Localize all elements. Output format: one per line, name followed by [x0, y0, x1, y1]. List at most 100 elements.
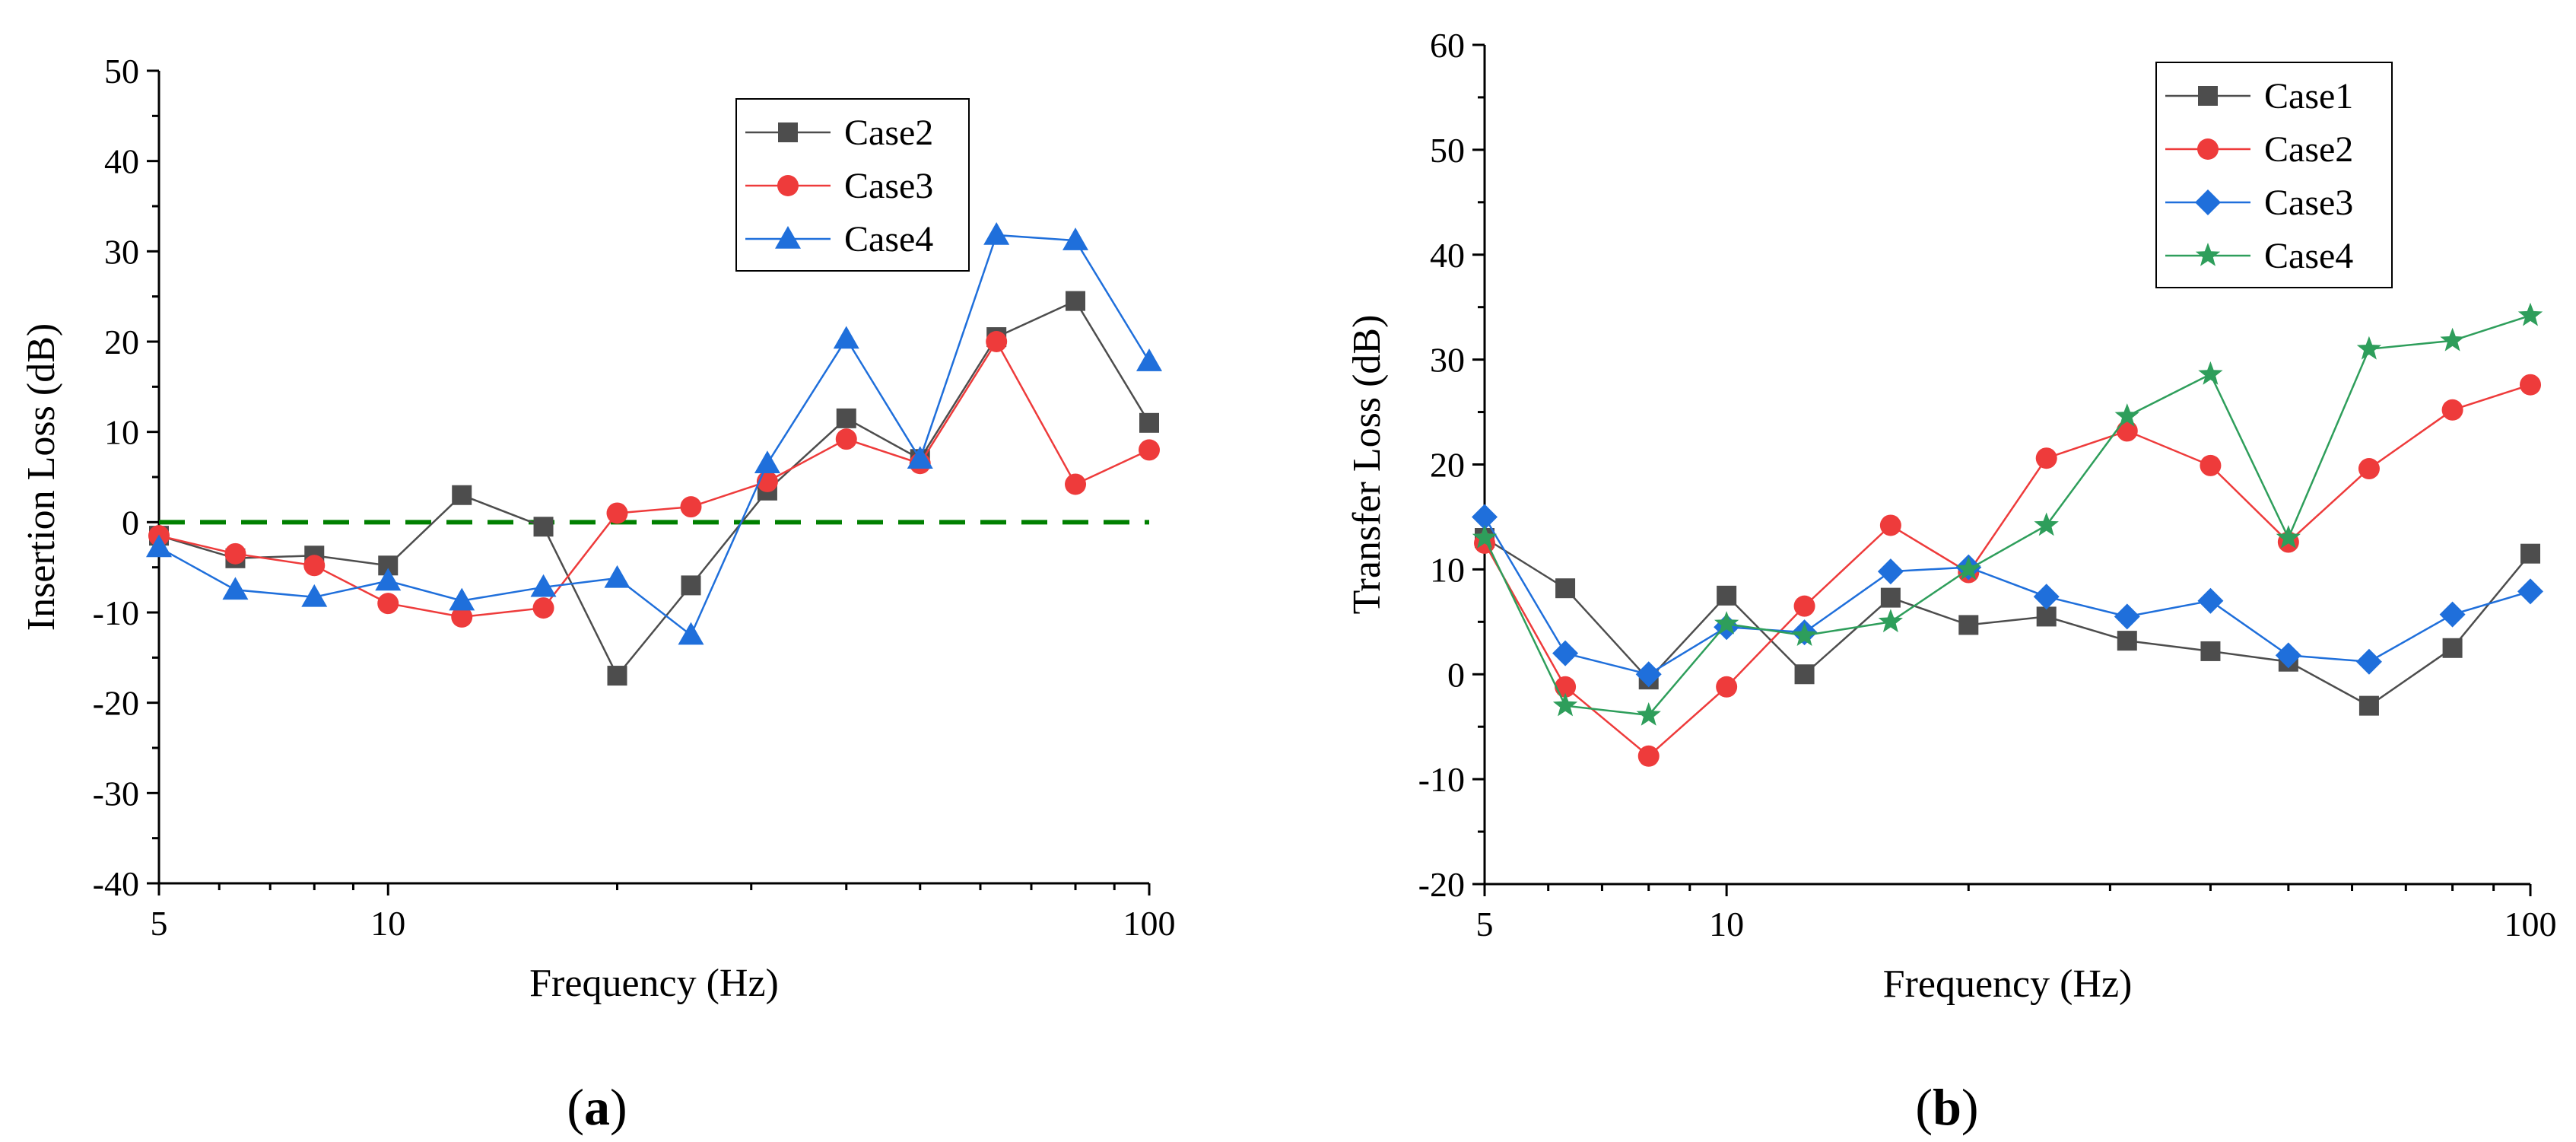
- data-point: [2197, 587, 2224, 614]
- x-tick-label: 5: [1476, 905, 1494, 943]
- legend-label: Case2: [2264, 129, 2353, 170]
- data-point: [1793, 595, 1815, 617]
- data-point: [1878, 609, 1903, 633]
- legend-label: Case1: [2264, 76, 2353, 116]
- data-point: [835, 428, 857, 450]
- data-point: [1636, 702, 1661, 726]
- y-tick-label: 50: [1430, 131, 1465, 170]
- y-tick-label: 30: [104, 232, 139, 271]
- data-point: [2035, 447, 2057, 469]
- legend: Case2 Case3 Case4: [735, 98, 970, 272]
- data-point: [1139, 439, 1160, 461]
- data-point: [678, 622, 704, 645]
- y-axis-title: Insertion Loss (dB): [20, 323, 63, 631]
- data-point: [1136, 348, 1162, 371]
- data-point: [1065, 473, 1087, 495]
- y-tick-label: 0: [122, 503, 139, 542]
- data-point: [2276, 525, 2301, 549]
- legend-marker: [2198, 86, 2218, 106]
- data-point: [1062, 227, 1089, 250]
- legend-label: Case4: [2264, 236, 2353, 276]
- data-point: [1555, 676, 1577, 698]
- legend-label: Case2: [844, 113, 933, 153]
- data-point: [604, 565, 631, 588]
- y-tick-label: 30: [1430, 341, 1465, 380]
- data-point: [1472, 504, 1498, 530]
- data-point: [222, 577, 249, 600]
- data-point: [2117, 631, 2137, 651]
- data-point: [2441, 399, 2463, 421]
- data-point: [2439, 601, 2466, 628]
- data-point: [1552, 692, 1578, 717]
- data-point: [836, 408, 856, 428]
- y-tick-label: -30: [93, 774, 139, 813]
- x-tick-label: 100: [2505, 905, 2557, 943]
- series-line: [1483, 383, 2531, 758]
- data-point: [452, 485, 472, 505]
- data-point: [1714, 611, 1739, 635]
- data-point: [2517, 302, 2543, 326]
- y-tick-label: 50: [104, 52, 139, 91]
- series-line: [158, 234, 1151, 637]
- data-point: [377, 593, 399, 615]
- panel-label-b: (b): [1915, 1078, 1978, 1136]
- chart-b-transfer-loss: -20 -10 0 10 20 30 40 50 60 5 10 100 Frequency (Hz) T…: [1345, 26, 2557, 1006]
- series-line: [1483, 314, 2531, 717]
- data-point: [1552, 640, 1579, 666]
- data-point: [224, 542, 246, 565]
- data-point: [2034, 512, 2059, 536]
- series-line: [158, 299, 1151, 678]
- data-point: [2200, 454, 2222, 476]
- legend-marker: [2197, 138, 2219, 160]
- data-point: [451, 606, 473, 628]
- data-point: [301, 584, 328, 607]
- data-point: [2517, 578, 2543, 605]
- data-point: [986, 331, 1008, 352]
- legend-label: Case3: [844, 166, 933, 206]
- data-point: [983, 221, 1010, 245]
- data-point: [2114, 403, 2139, 427]
- data-point: [2114, 603, 2140, 630]
- series-case4: [146, 221, 1162, 645]
- data-point: [1637, 745, 1660, 767]
- series-case2: [1474, 374, 2541, 767]
- data-point: [607, 666, 627, 686]
- data-point: [2116, 420, 2138, 442]
- data-point: [2358, 695, 2379, 716]
- data-point: [2440, 327, 2465, 352]
- chart-a-insertion-loss: -40 -30 -20 -10 0 10 20 30 40 50 5 10 100 Frequency (…: [20, 52, 1176, 1005]
- y-tick-label: 10: [104, 413, 139, 452]
- x-tick-label: 10: [370, 904, 405, 943]
- data-point: [833, 326, 859, 349]
- x-axis-title: Frequency (Hz): [529, 962, 779, 1005]
- data-point: [680, 496, 702, 518]
- data-point: [2358, 458, 2380, 480]
- data-point: [2033, 584, 2060, 610]
- data-point: [1879, 514, 1901, 536]
- legend-box: [2155, 62, 2393, 288]
- legend-label: Case3: [2264, 183, 2353, 223]
- legend-label: Case4: [844, 219, 933, 259]
- x-tick-label: 10: [1709, 905, 1744, 943]
- data-point: [303, 555, 326, 577]
- legend-marker: [778, 122, 798, 142]
- data-point: [1717, 585, 1737, 606]
- data-point: [1555, 578, 1576, 599]
- data-point: [907, 446, 933, 469]
- panel-label-a: (a): [567, 1078, 627, 1136]
- data-point: [2355, 648, 2382, 675]
- legend-marker: [2195, 243, 2221, 266]
- series-case1: [1475, 528, 2540, 716]
- data-point: [2200, 641, 2221, 661]
- data-point: [1472, 525, 1498, 549]
- data-point: [2442, 638, 2463, 658]
- data-point: [375, 568, 402, 591]
- data-point: [606, 502, 628, 524]
- data-point: [754, 450, 780, 473]
- x-axis-title: Frequency (Hz): [1883, 962, 2133, 1006]
- data-point: [532, 597, 554, 619]
- data-point: [1066, 291, 1086, 311]
- data-point: [2036, 606, 2057, 627]
- y-axis-title: Transfer Loss (dB): [1345, 315, 1389, 615]
